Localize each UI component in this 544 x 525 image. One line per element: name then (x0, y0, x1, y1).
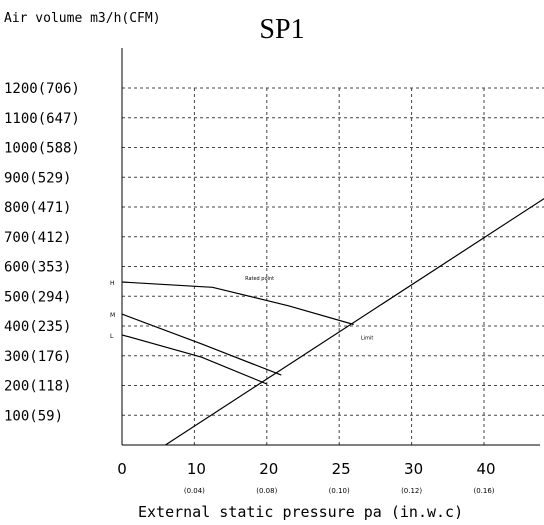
grid (122, 87, 544, 445)
axes (121, 48, 540, 446)
y-tick-label: 1100(647) (4, 111, 80, 127)
y-tick-label: 400(235) (4, 319, 71, 335)
annotation: Limit (361, 335, 373, 341)
y-tick-label: 1200(706) (4, 81, 80, 97)
system-resistance-line (165, 197, 544, 446)
series-label-l: L (110, 333, 114, 340)
series-label-h: H (110, 280, 115, 287)
y-axis-label: Air volume m3/h(CFM) (4, 11, 161, 26)
y-tick-label: 900(529) (4, 170, 71, 186)
y-tick-label: 700(412) (4, 230, 71, 246)
x-tick-label: 30 (404, 460, 423, 478)
x-tick-sublabel: (0.04) (184, 487, 205, 495)
x-tick-label: 0 (117, 460, 127, 478)
y-tick-label: 1000(588) (4, 141, 80, 157)
x-tick-sublabel: (0.16) (473, 487, 494, 495)
x-axis-label: External static pressure pa (in.w.c) (138, 503, 463, 521)
x-tick-label: 25 (332, 460, 351, 478)
y-tick-labels: 100(59) 200(118) 300(176) 400(235) 500(294) 6… (4, 81, 80, 424)
y-tick-label: 600(353) (4, 260, 71, 276)
y-tick-label: 500(294) (4, 289, 71, 305)
x-tick-sublabel: (0.10) (329, 487, 350, 495)
annotation: Rated point (245, 276, 274, 282)
x-tick-sublabel: (0.12) (401, 487, 422, 495)
y-tick-label: 100(59) (4, 408, 63, 424)
series-label-m: M (110, 312, 115, 319)
y-tick-label: 200(118) (4, 379, 71, 395)
series-lines (121, 197, 544, 446)
chart-title: SP1 (259, 14, 304, 45)
x-tick-sublabel: (0.08) (256, 487, 277, 495)
x-tick-label: 20 (259, 460, 278, 478)
y-tick-label: 300(176) (4, 349, 71, 365)
x-tick-label: 10 (187, 460, 206, 478)
x-tick-label: 40 (476, 460, 495, 478)
series-line-m (121, 313, 282, 376)
series-line-l (121, 334, 268, 385)
x-tick-labels: 0 10 (0.04) 20 (0.08) 25 (0.10) 30 (0.12) 40 (0.16… (117, 460, 495, 495)
series-line-h (121, 281, 354, 326)
series-labels: H M L Rated point Limit (110, 276, 373, 342)
y-tick-label: 800(471) (4, 200, 71, 216)
